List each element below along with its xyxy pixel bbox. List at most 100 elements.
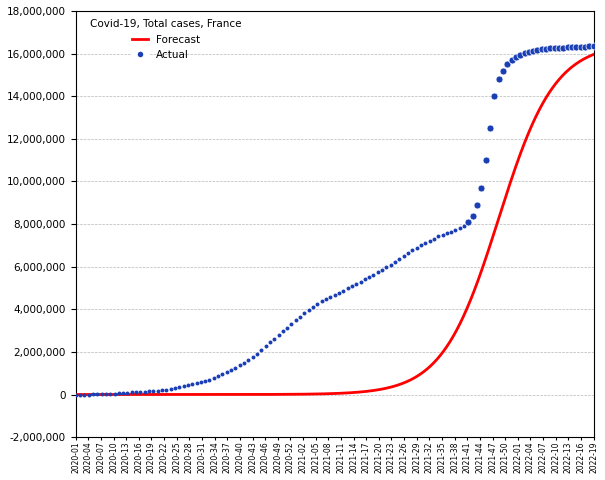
Point <box>498 67 508 74</box>
Point <box>485 124 495 132</box>
Point <box>580 43 590 50</box>
Point <box>407 246 417 254</box>
Point <box>334 289 344 297</box>
Point <box>153 387 163 395</box>
Point <box>576 43 586 50</box>
Point <box>472 201 482 209</box>
Point <box>226 366 236 374</box>
Point <box>235 361 244 369</box>
Point <box>494 75 503 83</box>
Point <box>196 378 206 386</box>
Point <box>283 324 292 332</box>
Point <box>394 255 404 263</box>
Point <box>425 237 434 245</box>
Point <box>416 241 426 249</box>
Point <box>192 379 201 387</box>
Point <box>131 388 141 396</box>
Point <box>166 385 175 393</box>
Point <box>360 276 370 283</box>
Point <box>442 229 452 237</box>
Point <box>386 261 396 268</box>
Point <box>489 92 499 100</box>
Point <box>325 293 335 301</box>
Point <box>511 53 521 60</box>
Point <box>119 389 128 397</box>
Point <box>567 43 577 51</box>
Point <box>403 249 413 257</box>
Point <box>71 391 80 398</box>
Point <box>541 45 551 53</box>
Point <box>114 390 123 397</box>
Point <box>105 390 115 398</box>
Point <box>204 376 214 384</box>
Point <box>356 278 365 286</box>
Point <box>330 291 339 299</box>
Point <box>347 282 357 290</box>
Point <box>468 212 477 219</box>
Point <box>572 43 581 51</box>
Point <box>183 381 193 389</box>
Point <box>252 350 262 358</box>
Point <box>364 273 374 281</box>
Point <box>188 380 197 388</box>
Point <box>342 285 352 292</box>
Point <box>481 156 491 164</box>
Point <box>174 384 184 391</box>
Point <box>546 45 555 52</box>
Point <box>273 331 283 339</box>
Point <box>239 359 249 366</box>
Point <box>507 56 517 64</box>
Point <box>321 295 331 303</box>
Point <box>265 338 275 346</box>
Point <box>451 227 460 234</box>
Point <box>352 280 361 288</box>
Point <box>157 386 167 394</box>
Point <box>459 222 469 229</box>
Point <box>209 374 218 382</box>
Point <box>257 346 266 354</box>
Point <box>278 328 287 336</box>
Point <box>308 303 318 311</box>
Point <box>399 252 408 260</box>
Point <box>584 42 594 50</box>
Point <box>88 391 98 398</box>
Point <box>437 231 447 239</box>
Point <box>378 266 387 274</box>
Point <box>463 218 473 226</box>
Point <box>140 388 149 396</box>
Point <box>299 309 309 317</box>
Point <box>502 60 512 68</box>
Point <box>390 258 400 265</box>
Point <box>550 44 560 52</box>
Point <box>338 287 348 294</box>
Point <box>110 390 119 397</box>
Point <box>554 44 564 52</box>
Point <box>144 387 154 395</box>
Point <box>412 244 422 252</box>
Point <box>218 371 227 378</box>
Point <box>287 320 296 328</box>
Point <box>170 384 180 392</box>
Point <box>532 46 542 54</box>
Point <box>97 391 106 398</box>
Point <box>222 368 232 376</box>
Point <box>420 240 430 247</box>
Point <box>136 388 145 396</box>
Point <box>589 42 598 50</box>
Point <box>515 51 525 59</box>
Point <box>83 391 93 398</box>
Point <box>317 298 327 305</box>
Point <box>537 46 546 53</box>
Point <box>558 44 568 51</box>
Point <box>101 390 111 398</box>
Point <box>178 383 188 390</box>
Point <box>243 356 253 363</box>
Point <box>295 313 305 321</box>
Point <box>269 335 279 343</box>
Point <box>213 372 223 380</box>
Point <box>200 377 210 385</box>
Point <box>429 235 439 242</box>
Point <box>93 391 102 398</box>
Point <box>433 233 443 240</box>
Point <box>524 48 534 56</box>
